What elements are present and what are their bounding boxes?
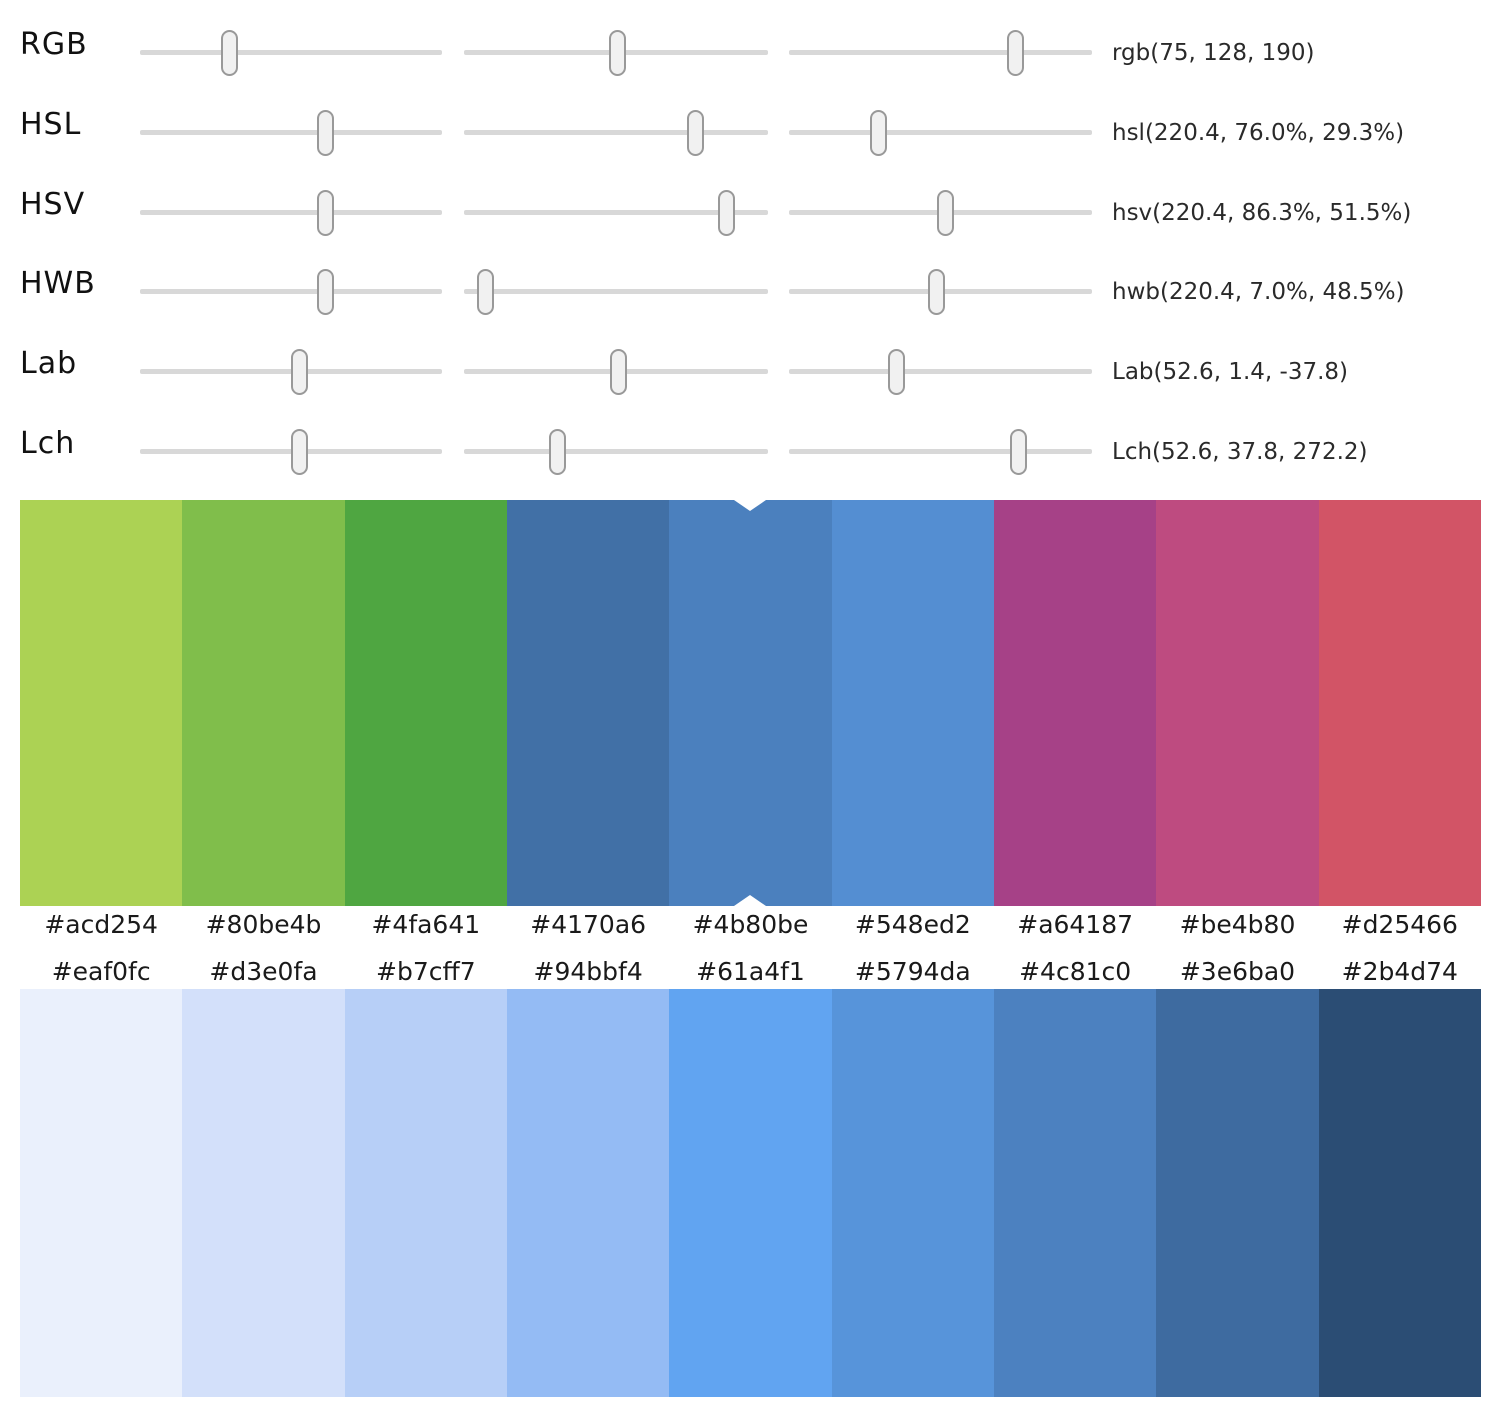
hex-code-label: #4fa641 xyxy=(371,910,481,939)
hex-row-bottom: #eaf0fc #d3e0fa #b7cff7 #94bbf4 #61a4f1 #5794… xyxy=(0,952,1501,992)
palette-swatch[interactable] xyxy=(831,500,994,906)
hex-code-label: #4b80be xyxy=(692,910,809,939)
hex-code-label: #5794da xyxy=(854,957,971,986)
palette-swatch[interactable] xyxy=(1318,500,1481,906)
slider-thumb[interactable] xyxy=(477,269,494,315)
slider-value: Lab(52.6, 1.4, -37.8) xyxy=(1112,359,1348,385)
hue-variant-palette xyxy=(20,500,1481,906)
hex-code-label: #acd254 xyxy=(44,910,158,939)
slider-thumb[interactable] xyxy=(291,429,308,475)
slider-thumb[interactable] xyxy=(718,190,735,236)
hex-row-top: #acd254 #80be4b #4fa641 #4170a6 #4b80be #548e… xyxy=(0,905,1501,945)
hex-code-label: #80be4b xyxy=(205,910,322,939)
palette-swatch[interactable] xyxy=(182,500,345,906)
slider-thumb[interactable] xyxy=(1007,30,1024,76)
slider-track[interactable] xyxy=(140,289,442,294)
palette-swatch[interactable] xyxy=(20,989,183,1397)
hex-code-label: #be4b80 xyxy=(1179,910,1296,939)
hex-code-label: #2b4d74 xyxy=(1341,957,1458,986)
slider-thumb[interactable] xyxy=(291,349,308,395)
slider-track[interactable] xyxy=(789,130,1092,135)
slider-track[interactable] xyxy=(140,130,442,135)
slider-value: hsv(220.4, 86.3%, 51.5%) xyxy=(1112,200,1412,226)
hex-code-label: #4170a6 xyxy=(530,910,647,939)
slider-row-label-rgb: RGB xyxy=(20,27,88,62)
slider-thumb[interactable] xyxy=(609,30,626,76)
slider-value: Lch(52.6, 37.8, 272.2) xyxy=(1112,439,1368,465)
slider-row-label-hsl: HSL xyxy=(20,107,82,142)
slider-thumb[interactable] xyxy=(888,349,905,395)
palette-swatch[interactable] xyxy=(669,989,832,1397)
slider-track[interactable] xyxy=(789,50,1092,55)
slider-track[interactable] xyxy=(789,369,1092,374)
hex-code-label: #4c81c0 xyxy=(1019,957,1132,986)
palette-swatch[interactable] xyxy=(1156,989,1319,1397)
palette-swatch[interactable] xyxy=(506,989,670,1397)
slider-track[interactable] xyxy=(464,130,768,135)
slider-value: hwb(220.4, 7.0%, 48.5%) xyxy=(1112,279,1405,305)
hex-code-label: #94bbf4 xyxy=(533,957,643,986)
slider-thumb[interactable] xyxy=(610,349,627,395)
palette-swatch[interactable] xyxy=(831,989,994,1397)
palette-swatch[interactable] xyxy=(344,500,507,906)
slider-thumb[interactable] xyxy=(317,190,334,236)
palette-swatch[interactable] xyxy=(182,989,345,1397)
shade-palette xyxy=(20,989,1481,1397)
slider-thumb[interactable] xyxy=(317,269,334,315)
slider-value: hsl(220.4, 76.0%, 29.3%) xyxy=(1112,120,1405,146)
slider-row-label-lch: Lch xyxy=(20,426,76,461)
slider-thumb[interactable] xyxy=(1010,429,1027,475)
slider-panel: RGB rgb(75, 128, 190) HSL hsl(220.4, 76.0%,… xyxy=(0,0,1501,490)
slider-thumb[interactable] xyxy=(928,269,945,315)
hex-code-label: #a64187 xyxy=(1017,910,1134,939)
hex-code-label: #548ed2 xyxy=(854,910,971,939)
palette-swatch[interactable] xyxy=(20,500,183,906)
slider-track[interactable] xyxy=(140,50,442,55)
selected-marker-top xyxy=(734,500,767,511)
hex-code-label: #d25466 xyxy=(1341,910,1458,939)
slider-thumb[interactable] xyxy=(221,30,238,76)
palette-swatch[interactable] xyxy=(1318,989,1481,1397)
selected-marker-bottom xyxy=(734,895,767,906)
slider-thumb[interactable] xyxy=(687,110,704,156)
palette-swatch[interactable] xyxy=(506,500,670,906)
slider-thumb[interactable] xyxy=(549,429,566,475)
palette-swatch[interactable] xyxy=(344,989,507,1397)
slider-thumb[interactable] xyxy=(870,110,887,156)
slider-thumb[interactable] xyxy=(937,190,954,236)
slider-value: rgb(75, 128, 190) xyxy=(1112,40,1315,66)
slider-thumb[interactable] xyxy=(317,110,334,156)
slider-track[interactable] xyxy=(140,210,442,215)
slider-row-label-hwb: HWB xyxy=(20,266,96,301)
palette-swatch[interactable] xyxy=(1156,500,1319,906)
palette-swatch-selected[interactable] xyxy=(669,500,832,906)
slider-row-label-hsv: HSV xyxy=(20,187,86,222)
hex-code-label: #b7cff7 xyxy=(376,957,476,986)
hex-code-label: #d3e0fa xyxy=(209,957,318,986)
hex-code-label: #eaf0fc xyxy=(51,957,151,986)
hex-code-label: #61a4f1 xyxy=(696,957,805,986)
palette-swatch[interactable] xyxy=(993,500,1157,906)
palette-swatch[interactable] xyxy=(993,989,1157,1397)
slider-track[interactable] xyxy=(464,210,768,215)
slider-row-label-lab: Lab xyxy=(20,346,78,381)
slider-track[interactable] xyxy=(789,449,1092,454)
slider-track[interactable] xyxy=(464,289,768,294)
hex-code-label: #3e6ba0 xyxy=(1179,957,1296,986)
slider-track[interactable] xyxy=(464,449,768,454)
